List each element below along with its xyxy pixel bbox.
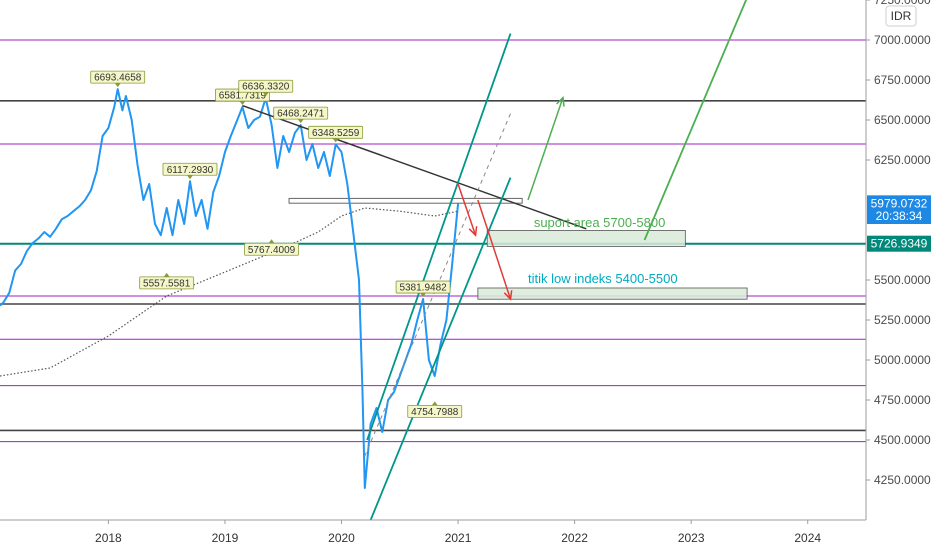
x-tick-label: 2022 (561, 531, 588, 545)
peak-label-pointer (268, 239, 275, 244)
peak-label-pointer (186, 175, 193, 180)
trend-line (369, 177, 512, 521)
price-tag-text: 5979.0732 (871, 196, 928, 210)
arrow-line (457, 183, 477, 236)
price-tag: 20:38:34 (867, 208, 931, 224)
y-tick-label: 6500.0000 (874, 113, 931, 127)
arrow-head (556, 95, 565, 107)
currency-badge[interactable]: IDR (885, 5, 917, 27)
price-tag-box (867, 208, 931, 224)
annotation-text: suport area 5700-5800 (534, 215, 666, 230)
peak-label-text: 5381.9482 (399, 283, 447, 294)
price-tag: 5979.0732 (867, 195, 931, 212)
y-tick-label: 4500.0000 (874, 433, 931, 447)
peak-label-text: 6581.7319 (219, 91, 267, 102)
x-tick-label: 2020 (328, 531, 355, 545)
x-tick-label: 2018 (95, 531, 122, 545)
peak-label-text: 4754.7988 (411, 407, 459, 418)
zone-rectangle (477, 287, 748, 300)
y-tick-label: 5250.0000 (874, 313, 931, 327)
peak-label: 5557.5581 (139, 272, 195, 289)
trend-line (643, 0, 748, 241)
peak-label: 4754.7988 (407, 401, 463, 418)
peak-label: 6117.2930 (162, 162, 218, 180)
peak-label-pointer (262, 92, 269, 97)
price-tag-text: 5726.9349 (871, 237, 928, 251)
price-line (0, 88, 460, 489)
peak-label: 6693.4658 (90, 70, 146, 88)
x-tick-label: 2024 (794, 531, 821, 545)
resistance-box (288, 197, 523, 204)
price-series (0, 88, 460, 489)
arrows (457, 95, 565, 301)
peak-label-text: 5767.4009 (248, 245, 296, 256)
y-tick-label: 4750.0000 (874, 393, 931, 407)
arrow-line (477, 199, 512, 300)
peak-label: 5767.4009 (244, 239, 299, 256)
time-axis-panel (0, 520, 866, 550)
peak-label-text: 6693.4658 (94, 73, 142, 84)
zones (288, 197, 748, 300)
peak-label-pointer (114, 83, 121, 88)
peak-label: 6348.5259 (308, 125, 364, 143)
price-tag-text: 20:38:34 (876, 209, 923, 223)
currency-badge-box[interactable] (885, 5, 917, 27)
y-tick-label: 7000.0000 (874, 33, 931, 47)
y-tick-label: 6250.0000 (874, 153, 931, 167)
peak-label: 6636.3320 (238, 79, 294, 97)
peak-label: 5381.9482 (395, 280, 451, 298)
currency-badge-text: IDR (891, 9, 912, 23)
y-tick-label: 5500.0000 (874, 273, 931, 287)
peak-label-pointer (431, 401, 438, 406)
peak-label-pointer (163, 272, 170, 277)
price-axis-panel (866, 0, 932, 550)
moving-average-line (0, 207, 459, 377)
annotations: suport area 5700-5800 titik low indeks 54… (528, 215, 678, 286)
peak-label-pointer (332, 138, 339, 143)
peak-label-text: 6348.5259 (312, 128, 360, 139)
price-tag-box (867, 195, 931, 212)
y-tick-label: 5000.0000 (874, 353, 931, 367)
y-tick-label: 7250.0000 (874, 0, 931, 7)
trend-line (242, 104, 587, 230)
peak-label: 6468.2471 (273, 106, 329, 124)
peak-label-text: 6636.3320 (242, 82, 290, 93)
trend-line (366, 33, 512, 441)
arrow-head (468, 226, 478, 237)
peak-label-text: 5557.5581 (143, 278, 191, 289)
x-tick-label: 2023 (678, 531, 705, 545)
arrow-line (527, 97, 564, 201)
horizontal-levels (0, 39, 866, 443)
price-tag: 5726.9349 (867, 235, 931, 252)
y-tick-label: 4250.0000 (874, 473, 931, 487)
peak-label-text: 6117.2930 (167, 165, 214, 176)
x-tick-label: 2019 (212, 531, 239, 545)
arrow-head (503, 290, 513, 301)
peak-label-pointer (239, 101, 246, 106)
zone-rectangle (486, 229, 686, 247)
x-tick-label: 2021 (445, 531, 472, 545)
peak-label-pointer (297, 119, 304, 124)
peak-label-pointer (420, 293, 427, 298)
annotation-text: titik low indeks 5400-5500 (528, 271, 678, 286)
peak-label-text: 6468.2471 (277, 109, 325, 120)
price-tag-box (867, 235, 931, 252)
y-tick-label: 6750.0000 (874, 73, 931, 87)
